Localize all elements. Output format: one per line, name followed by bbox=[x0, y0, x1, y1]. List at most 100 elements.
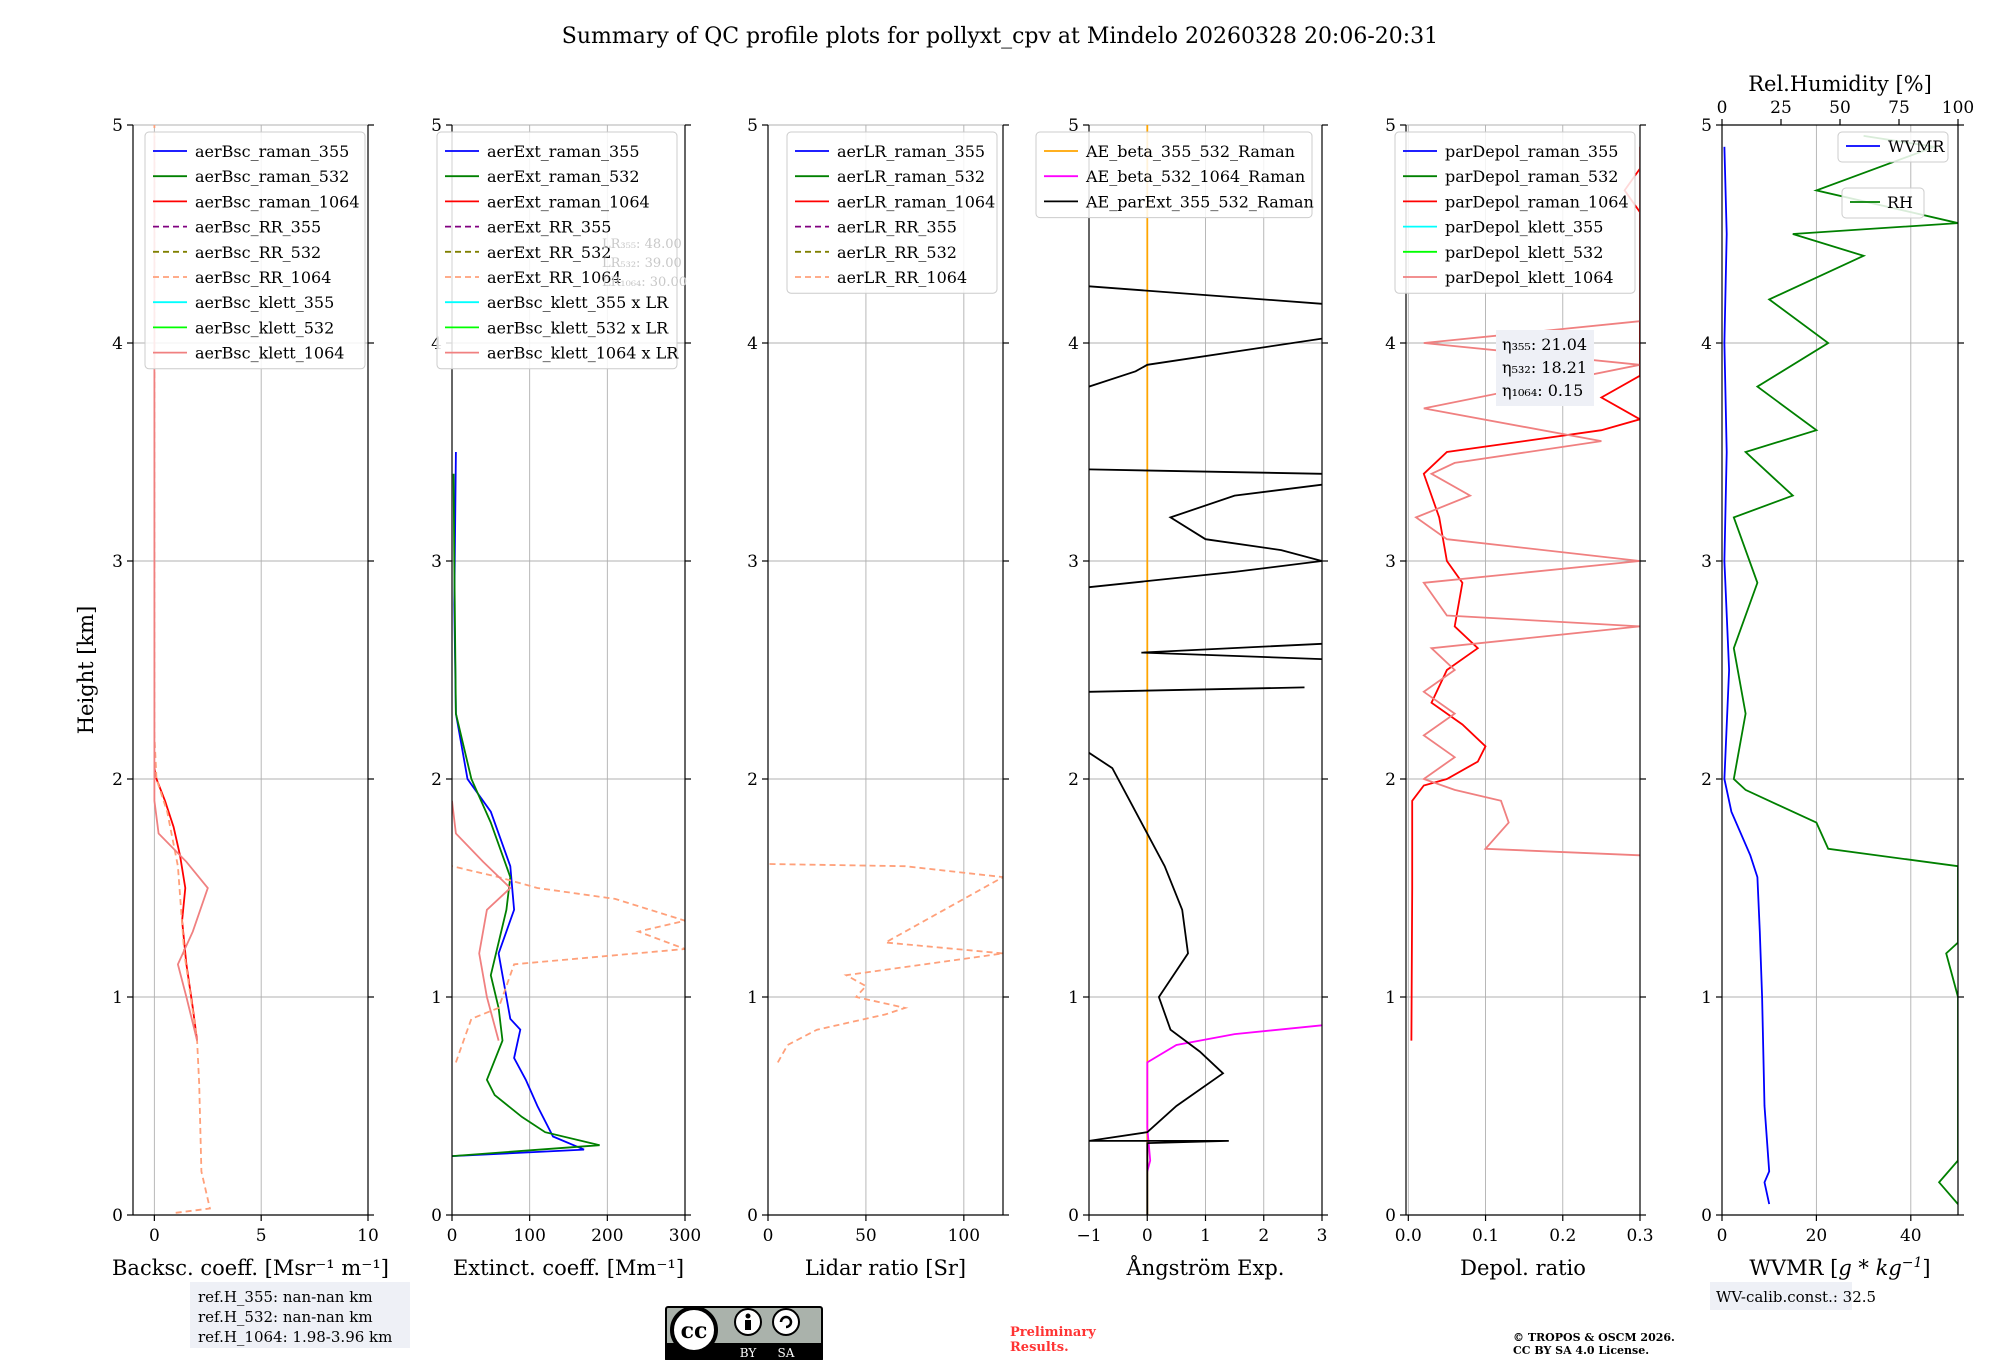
legend-box bbox=[436, 131, 678, 370]
eta-annotation-bg bbox=[1496, 330, 1594, 406]
ytick-label-1: 1 bbox=[112, 988, 123, 1008]
series-line-aerExt-RR-1064-5 bbox=[452, 865, 685, 1063]
panel-backscatter: 0 1 2 3 4 5 0 5 10 Backsc. coeff. [Msr⁻¹ m⁻¹] Heig… bbox=[74, 116, 389, 1280]
ylabel: Height [km] bbox=[74, 606, 98, 735]
xlabel: Backsc. coeff. [Msr⁻¹ m⁻¹] bbox=[112, 1256, 389, 1280]
legend-label-7: aerBsc_klett_532 bbox=[195, 318, 334, 337]
series-line-AE-parExt-355-532-Raman-2 bbox=[1089, 752, 1229, 1215]
legend-label-0: aerLR_raman_355 bbox=[837, 142, 985, 161]
xtick-label-1: 5 bbox=[256, 1226, 267, 1246]
wv-calib-box-bg bbox=[1710, 1282, 1852, 1310]
legend-box bbox=[786, 131, 998, 294]
series-line-AE-parExt-355-532-Raman-6 bbox=[1089, 468, 1322, 475]
xlabel: Ångström Exp. bbox=[1126, 1255, 1285, 1280]
legend-label-8: aerBsc_klett_1064 x LR bbox=[487, 344, 679, 363]
legend-label-4: aerBsc_RR_532 bbox=[195, 243, 321, 262]
legend-label-3: parDepol_klett_355 bbox=[1445, 218, 1603, 237]
ytick-label-4: 4 bbox=[1068, 334, 1079, 354]
legend-label-5: parDepol_klett_1064 bbox=[1445, 268, 1614, 287]
ytick-label-5: 5 bbox=[1701, 116, 1712, 136]
ytick-label-1: 1 bbox=[1385, 988, 1396, 1008]
series-line-parDepol-klett-1064-5 bbox=[1414, 146, 1640, 857]
xtick-label-2: 40 bbox=[1900, 1226, 1922, 1246]
series-line-aerBsc-RR-1064-5 bbox=[153, 125, 211, 1214]
legend-box bbox=[1035, 131, 1313, 219]
preliminary-note: Preliminary Results. bbox=[1010, 1325, 1096, 1355]
series-group bbox=[452, 451, 685, 1157]
ref-height-532: ref.H_532: nan-nan km bbox=[198, 1308, 373, 1326]
ytick-label-3: 3 bbox=[1385, 552, 1396, 572]
legend-label-1: aerExt_raman_532 bbox=[487, 167, 640, 186]
ytick-label-1: 1 bbox=[1701, 988, 1712, 1008]
ref-height-355: ref.H_355: nan-nan km bbox=[198, 1288, 373, 1306]
legend-box bbox=[144, 131, 366, 370]
legend: aerBsc_raman_355 aerBsc_raman_532 aerBsc_r… bbox=[144, 131, 366, 370]
legend-label-7: aerBsc_klett_532 x LR bbox=[487, 318, 669, 337]
share-alike-icon bbox=[772, 1308, 800, 1336]
ytick-label-2: 2 bbox=[112, 770, 123, 790]
ytick-label-2: 2 bbox=[1701, 770, 1712, 790]
series-line-AE-parExt-355-532-Raman-8 bbox=[1089, 285, 1322, 305]
ref-height-box-bg bbox=[190, 1282, 410, 1348]
panel-depol: 0 1 2 3 4 5 0.0 0.1 0.2 0.3 Depol. ratio parDepol_r… bbox=[1385, 116, 1653, 1280]
lidar-ratio-annotation-1: LR₅₃₂: 39.00 bbox=[602, 256, 682, 271]
xtick-label-0: 0.0 bbox=[1395, 1226, 1422, 1246]
xlabel: Depol. ratio bbox=[1460, 1256, 1586, 1280]
ytick-label-0: 0 bbox=[1385, 1206, 1396, 1226]
figure-title: Summary of QC profile plots for pollyxt_… bbox=[562, 24, 1438, 49]
ytick-label-5: 5 bbox=[431, 116, 442, 136]
legend: aerExt_raman_355 aerExt_raman_532 aerExt_r… bbox=[436, 131, 679, 370]
xtick-label-1: 0 bbox=[1142, 1226, 1153, 1246]
xlabel-suffix: ] bbox=[1922, 1256, 1930, 1280]
ytick-label-5: 5 bbox=[1385, 116, 1396, 136]
eta-annotation-1: η₅₃₂: 18.21 bbox=[1502, 358, 1587, 377]
series-group bbox=[1089, 125, 1322, 1215]
ytick-label-3: 3 bbox=[1701, 552, 1712, 572]
legend-box bbox=[1394, 131, 1636, 294]
ytick-label-5: 5 bbox=[747, 116, 758, 136]
preliminary-line-2: Results. bbox=[1010, 1340, 1069, 1355]
series-line-aerExt-raman-355-0 bbox=[452, 451, 585, 1157]
xtick-label-1: 50 bbox=[855, 1226, 877, 1246]
ytick-label-0: 0 bbox=[431, 1206, 442, 1226]
xtick-label-1: 20 bbox=[1806, 1226, 1828, 1246]
legend-label-5: aerBsc_RR_1064 bbox=[195, 268, 331, 287]
legend-box-rh bbox=[1841, 187, 1925, 219]
xtick-label-0: 0 bbox=[149, 1226, 160, 1246]
eta-annotation: η₃₅₅: 21.04 η₅₃₂: 18.21 η₁₀₆₄: 0.15 bbox=[1496, 330, 1594, 406]
ytick-label-4: 4 bbox=[112, 334, 123, 354]
ytick-label-3: 3 bbox=[112, 552, 123, 572]
legend: aerLR_raman_355 aerLR_raman_532 aerLR_rama… bbox=[786, 131, 998, 294]
xtick-label-0: 0 bbox=[1717, 1226, 1728, 1246]
ytick-label-4: 4 bbox=[1701, 334, 1712, 354]
ref-height-box: ref.H_355: nan-nan km ref.H_532: nan-nan… bbox=[190, 1282, 410, 1348]
legend-label-8: aerBsc_klett_1064 bbox=[195, 344, 344, 363]
legend-label-4: parDepol_klett_532 bbox=[1445, 243, 1603, 262]
xlabel: Lidar ratio [Sr] bbox=[805, 1256, 966, 1280]
eta-annotation-2: η₁₀₆₄: 0.15 bbox=[1502, 381, 1583, 400]
copyright-note: © TROPOS & OSCM 2026. CC BY SA 4.0 Licen… bbox=[1513, 1331, 1675, 1357]
xtick-label-2: 0.2 bbox=[1549, 1226, 1576, 1246]
series-line-aerBsc-klett-1064-x-LR-8 bbox=[452, 800, 512, 1041]
xtick-label-1: 0.1 bbox=[1472, 1226, 1499, 1246]
legend-label-1: aerLR_raman_532 bbox=[837, 167, 985, 186]
series-line-AE-parExt-355-532-Raman-5 bbox=[1089, 483, 1322, 589]
xtick-label-2: 10 bbox=[357, 1226, 379, 1246]
xtick-label-0: 0 bbox=[447, 1226, 458, 1246]
xtick-label-1: 100 bbox=[513, 1226, 545, 1246]
series-line-aerLR-RR-1064-5 bbox=[768, 863, 1003, 1063]
legend-label-3: aerLR_RR_355 bbox=[837, 218, 957, 237]
xtick-label-4: 3 bbox=[1317, 1226, 1328, 1246]
ytick-label-0: 0 bbox=[747, 1206, 758, 1226]
xlabel: Extinct. coeff. [Mm⁻¹] bbox=[453, 1256, 684, 1280]
series-group bbox=[1410, 146, 1640, 1041]
lidar-ratio-annotation: LR₃₅₅: 48.00 LR₅₃₂: 39.00 LR₁₀₆₄: 30.00 bbox=[602, 237, 687, 290]
ytick-label-2: 2 bbox=[1385, 770, 1396, 790]
cc-icon-text: cc bbox=[681, 1318, 708, 1344]
cc-license-badge: cc BY SA bbox=[665, 1306, 823, 1360]
legend-label-2: aerBsc_raman_1064 bbox=[195, 192, 360, 211]
series-line-parDepol-raman-1064-2 bbox=[1410, 168, 1640, 1041]
